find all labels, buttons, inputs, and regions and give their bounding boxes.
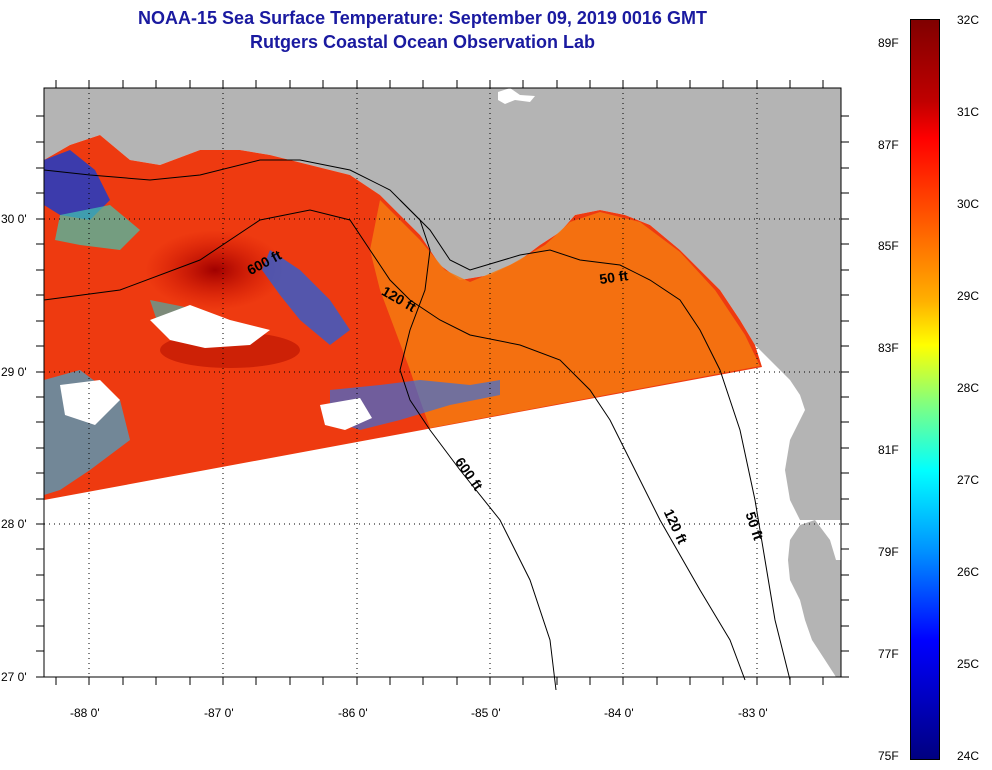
colorbar-label-89f: 89F [878,36,899,50]
cloud-patch [150,305,270,348]
land-mass [44,88,841,677]
lon-label-87: -87 0' [204,706,234,720]
colorbar-label-87f: 87F [878,138,899,152]
colorbar [910,19,940,760]
graticule [44,88,841,678]
colorbar-label-79f: 79F [878,545,899,559]
warm-core [145,230,285,310]
plot-frame [43,87,842,678]
contour-120ft [43,209,746,681]
colorbar-label-30c: 30C [957,197,980,211]
colorbar-label-25c: 25C [957,657,980,671]
axis-ticks [36,80,849,685]
contour-label-50ft-north: 50 ft [598,267,629,287]
cloud-patch-3 [320,398,372,430]
lat-label-30: 30 0' [1,212,27,226]
colorbar-label-28c: 28C [957,381,980,395]
depth-contours [43,159,791,691]
colorbar-label-29c: 29C [957,289,980,303]
lon-label-88: -88 0' [70,706,100,720]
lat-label-27: 27 0' [1,670,27,684]
contour-600ft [43,159,557,691]
colorbar-label-26c: 26C [957,565,980,579]
shelf-warm-zone [370,200,760,428]
cloud-patch-2 [60,380,120,425]
lake [498,88,535,104]
colorbar-label-27c: 27C [957,473,980,487]
lon-label-86: -86 0' [338,706,368,720]
map-title: NOAA-15 Sea Surface Temperature: Septemb… [138,8,707,28]
colorbar-label-24c: 24C [957,749,980,763]
colorbar-label-83f: 83F [878,341,899,355]
colorbar-label-32c: 32C [957,13,980,27]
lat-label-29: 29 0' [1,365,27,379]
colorbar-label-85f: 85F [878,239,899,253]
colorbar-label-81f: 81F [878,443,899,457]
lon-label-83: -83 0' [738,706,768,720]
cool-patch-nw [44,150,110,220]
lon-label-85: -85 0' [471,706,501,720]
cool-edge [330,380,500,430]
contour-50ft [399,199,791,681]
lat-label-28: 28 0' [1,517,27,531]
colorbar-label-75f: 75F [878,749,899,763]
cool-patch-nw2 [55,205,140,250]
cool-eddy [262,250,350,345]
colorbar-label-77f: 77F [878,647,899,661]
lon-label-84: -84 0' [604,706,634,720]
colorbar-label-31c: 31C [957,105,980,119]
map-subtitle: Rutgers Coastal Ocean Observation Lab [249,32,596,52]
